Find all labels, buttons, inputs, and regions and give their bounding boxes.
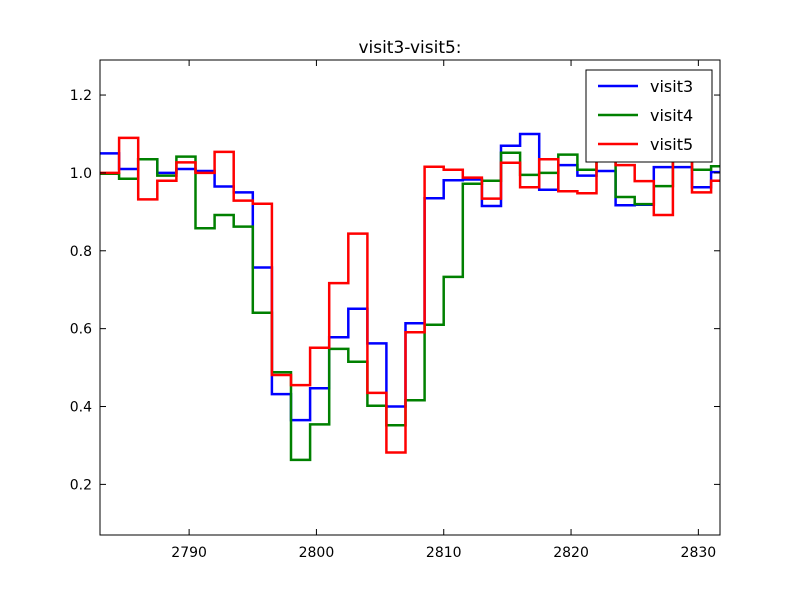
x-tick-label: 2790 [171,545,207,561]
y-tick-label: 0.4 [70,400,92,416]
series-line-visit5 [100,136,720,454]
axis-ticks: 2790 2800 2810 2820 2830 0.2 0.4 0.6 0.8 1.0 1.2 [70,60,720,561]
x-tick-label: 2810 [426,545,462,561]
y-tick-label: 0.8 [70,244,92,260]
series-line-visit4 [100,132,720,462]
y-tick-label: 1.0 [70,166,92,182]
x-tick-label: 2830 [681,545,717,561]
plot-frame [99,59,721,536]
legend-label-visit5: visit5 [650,135,693,154]
legend-label-visit4: visit4 [650,106,693,125]
x-tick-label: 2800 [299,545,335,561]
series-layer [100,132,720,462]
y-tick-label: 1.2 [70,88,92,104]
legend: visit3 visit4 visit5 [585,69,713,163]
chart-title: visit3-visit5: [358,38,461,58]
y-tick-label: 0.2 [70,477,92,493]
y-tick-label: 0.6 [70,322,92,338]
x-tick-label: 2820 [553,545,589,561]
legend-label-visit3: visit3 [650,77,693,96]
